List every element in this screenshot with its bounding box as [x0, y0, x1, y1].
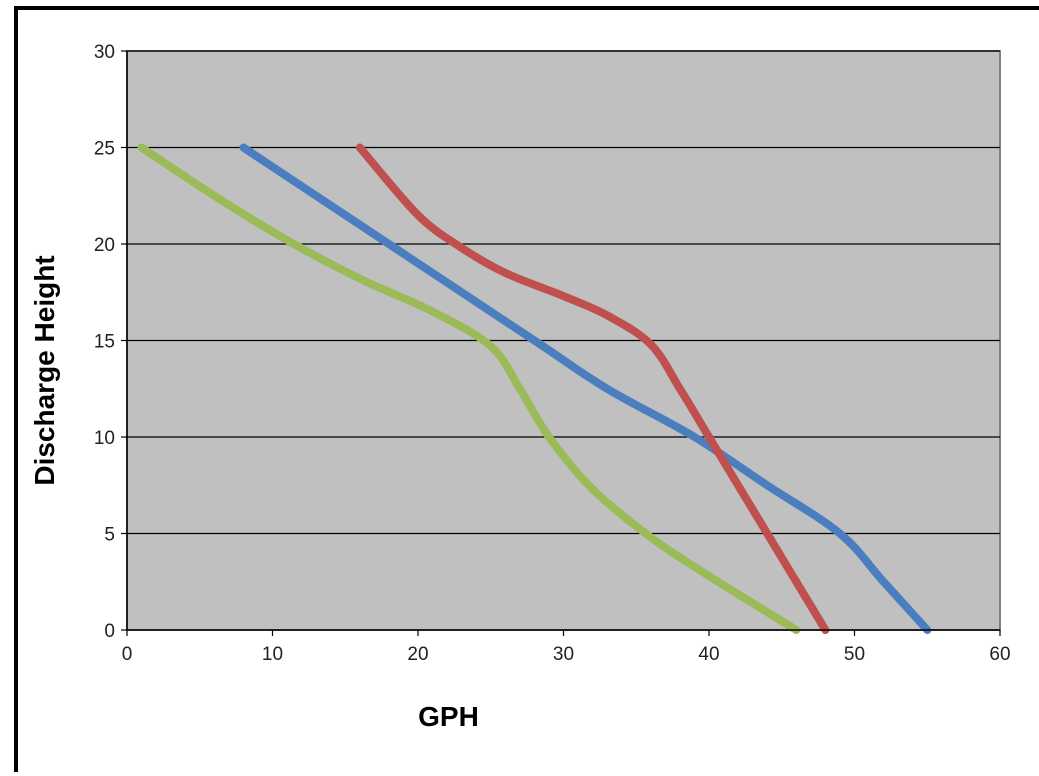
- y-axis-title: Discharge Height: [29, 255, 60, 485]
- x-tick-label-20: 20: [407, 644, 428, 665]
- x-tick-label-10: 10: [262, 644, 283, 665]
- x-tick-label-50: 50: [844, 644, 865, 665]
- series-line-3: [137, 143, 801, 634]
- y-tick-label-25: 25: [94, 139, 115, 160]
- discharge-height-chart: 0 10 20 30 40 50 60 0 5 10 15 20 25 30 GPH Discharge …: [29, 42, 1011, 732]
- x-tick-label-40: 40: [698, 644, 719, 665]
- gridlines: [127, 50, 1000, 535]
- x-tick-label-0: 0: [122, 644, 133, 665]
- series-line-1: [239, 143, 932, 634]
- x-axis-title: GPH: [418, 701, 479, 732]
- y-tick-label-5: 5: [104, 525, 115, 546]
- x-tick-label-30: 30: [553, 644, 574, 665]
- series-line-2: [355, 143, 830, 634]
- x-tick-label-60: 60: [989, 644, 1010, 665]
- axes: [121, 50, 1001, 636]
- y-tick-label-10: 10: [94, 428, 115, 449]
- y-tick-label-20: 20: [94, 235, 115, 256]
- chart-frame: 0 10 20 30 40 50 60 0 5 10 15 20 25 30 GPH Discharge …: [14, 6, 1039, 772]
- y-tick-label-15: 15: [94, 332, 115, 353]
- y-tick-label-30: 30: [94, 42, 115, 63]
- tick-labels: 0 10 20 30 40 50 60 0 5 10 15 20 25 30: [94, 42, 1011, 665]
- series-layer: [137, 143, 932, 634]
- y-tick-label-0: 0: [104, 621, 115, 642]
